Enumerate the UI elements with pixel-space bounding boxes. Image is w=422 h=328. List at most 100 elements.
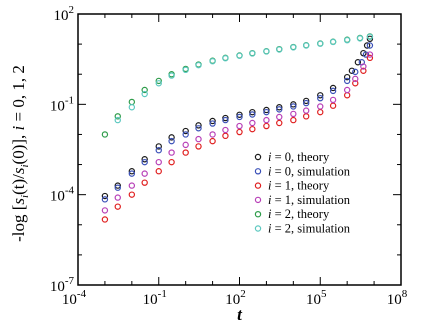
- data-point: [263, 48, 270, 55]
- y-tick-label: 102: [54, 4, 75, 24]
- data-point: [141, 158, 148, 166]
- data-point: [114, 203, 121, 210]
- data-point: [317, 108, 324, 116]
- data-point: [352, 68, 359, 76]
- plot-frame: [77, 13, 402, 286]
- x-tick-label: 108: [387, 288, 408, 308]
- data-point: [141, 170, 148, 177]
- legend-marker: [254, 196, 262, 204]
- data-point: [343, 77, 351, 85]
- data-point: [101, 131, 109, 138]
- data-point: [222, 116, 229, 124]
- series-3: [101, 51, 374, 214]
- data-point: [363, 42, 371, 49]
- series-0: [101, 35, 374, 200]
- legend-entry: i = 1, theory: [268, 179, 330, 193]
- data-point: [209, 137, 216, 145]
- data-point: [182, 127, 189, 135]
- data-point: [329, 87, 337, 95]
- data-point: [249, 50, 256, 57]
- data-point: [329, 84, 337, 92]
- data-point: [114, 194, 121, 201]
- data-point: [222, 114, 229, 122]
- data-point: [290, 116, 297, 124]
- data-point: [101, 192, 109, 200]
- data-point: [222, 132, 229, 140]
- data-point: [128, 104, 136, 111]
- x-axis-label: t: [237, 305, 243, 324]
- data-point: [276, 119, 283, 127]
- data-point: [329, 38, 337, 46]
- data-point: [249, 119, 256, 127]
- data-point: [236, 113, 243, 121]
- data-point: [356, 35, 364, 42]
- legend-marker: [254, 225, 262, 232]
- data-point: [155, 168, 162, 175]
- data-point: [114, 184, 121, 191]
- data-point: [360, 63, 367, 70]
- y-tick-label: 10-1: [50, 94, 74, 114]
- data-point: [366, 51, 374, 58]
- data-point: [128, 182, 136, 189]
- data-point: [155, 146, 162, 154]
- data-point: [155, 80, 162, 87]
- data-point: [343, 36, 351, 44]
- data-point: [276, 113, 283, 121]
- data-point: [263, 108, 270, 116]
- data-point: [236, 52, 243, 59]
- legend-entry: i = 0, theory: [268, 150, 330, 164]
- data-point: [195, 135, 202, 143]
- data-point: [302, 42, 310, 49]
- legend-entry: i = 2, theory: [268, 207, 330, 221]
- series-1: [101, 42, 374, 203]
- data-point: [236, 122, 243, 130]
- axis-ticks: [77, 13, 402, 286]
- data-point: [343, 92, 351, 99]
- data-point: [302, 107, 310, 114]
- data-point: [141, 90, 148, 98]
- data-point: [168, 137, 175, 145]
- data-point: [290, 103, 297, 110]
- data-point: [114, 116, 121, 124]
- data-point: [343, 73, 351, 81]
- data-point: [182, 66, 189, 74]
- data-point: [352, 80, 359, 87]
- data-point: [222, 55, 229, 62]
- data-point: [366, 54, 374, 62]
- data-point: [249, 125, 256, 133]
- data-point: [317, 94, 324, 102]
- series-5: [114, 33, 374, 124]
- data-point: [348, 67, 356, 74]
- legend-marker: [254, 210, 262, 218]
- data-point: [155, 77, 162, 85]
- data-point: [249, 111, 256, 118]
- data-point: [249, 108, 256, 116]
- x-tick-label: 10-1: [143, 288, 167, 308]
- data-point: [276, 46, 283, 53]
- legend-marker: [254, 153, 262, 161]
- data-point: [128, 98, 136, 106]
- data-point: [317, 103, 324, 110]
- series-layer: [101, 33, 374, 223]
- data-point: [114, 113, 121, 120]
- data-point: [302, 99, 310, 107]
- legend-entry: i = 2, simulation: [268, 222, 351, 236]
- data-point: [329, 96, 337, 104]
- data-point: [276, 106, 283, 113]
- data-point: [209, 58, 216, 65]
- data-point: [302, 97, 310, 105]
- data-point: [141, 86, 148, 94]
- x-tick-label: 102: [225, 288, 246, 308]
- data-point: [195, 143, 202, 150]
- data-point: [128, 191, 136, 198]
- data-point: [352, 75, 359, 83]
- x-tick-labels: 10-4 10-1 102 105 108: [62, 288, 408, 308]
- data-point: [263, 116, 270, 124]
- data-point: [236, 128, 243, 136]
- data-point: [209, 117, 216, 125]
- data-point: [360, 67, 367, 74]
- data-point: [168, 134, 175, 141]
- data-point: [362, 51, 370, 58]
